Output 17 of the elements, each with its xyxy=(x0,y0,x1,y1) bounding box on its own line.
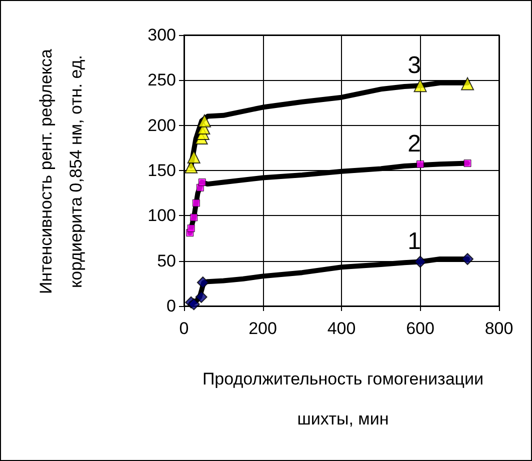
y-axis-title: Интенсивность рент. рефлекса кордиерита 0,854 нм, отн. ед. xyxy=(36,48,86,294)
y-tick-label: 50 xyxy=(157,251,176,270)
x-tick-label: 800 xyxy=(484,319,514,338)
text: Продолжительность гомогенизации шихты, мин xyxy=(202,370,484,428)
y-tick-label: 0 xyxy=(166,296,176,316)
y-tick-label: 150 xyxy=(148,161,176,180)
annotation: 2 xyxy=(408,130,421,158)
x-tick-label: 600 xyxy=(406,319,434,338)
y-tick-label: 200 xyxy=(148,116,176,135)
annotation: 1 xyxy=(408,228,421,256)
y-tick-label: 300 xyxy=(148,26,176,44)
annotation: 3 xyxy=(408,52,421,80)
x-tick-label: 0 xyxy=(179,319,189,338)
y-tick-label: 250 xyxy=(148,70,176,90)
y-tick-label: 100 xyxy=(148,206,176,226)
x-tick-label: 400 xyxy=(327,319,356,338)
x-tick-label: 200 xyxy=(248,319,277,338)
